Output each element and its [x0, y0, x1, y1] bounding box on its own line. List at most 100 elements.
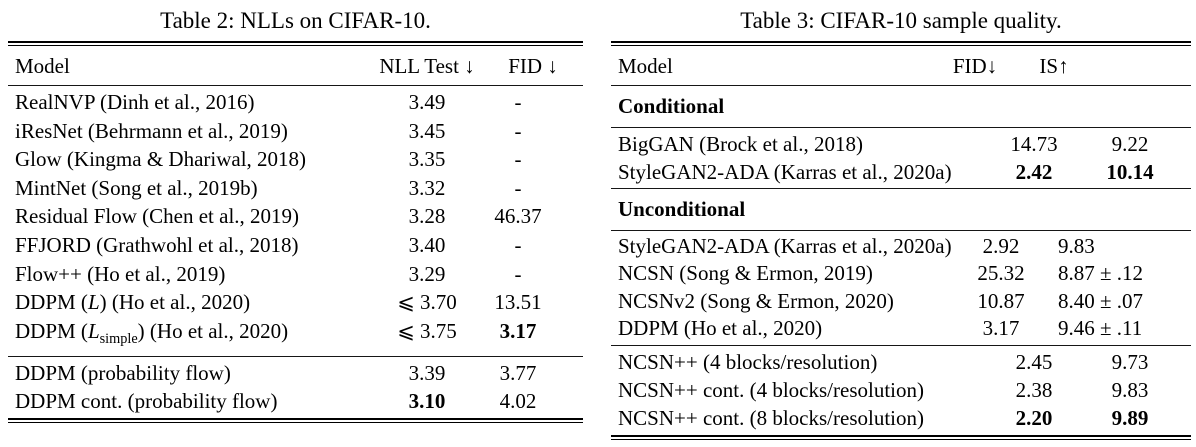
nll-cell: 3.35: [408, 147, 446, 172]
fid-cell: 13.51: [494, 290, 542, 315]
model-cell: NCSN++ cont. (4 blocks/resolution): [618, 378, 924, 403]
ncsnpp-group: NCSN++ (4 blocks/resolution) 2.45 9.73 N…: [611, 346, 1191, 435]
column-header-model: Model: [618, 54, 673, 78]
nll-cell: 3.32: [408, 175, 446, 200]
fid-cell: -: [514, 261, 522, 286]
nll-cell: 3.49: [408, 90, 446, 114]
math-subscript: simple: [99, 330, 138, 347]
model-cell: Flow++ (Ho et al., 2019): [15, 261, 226, 286]
spacer: [554, 145, 583, 174]
math-var-L: L: [87, 290, 100, 315]
table2-baselines-group: RealNVP (Dinh et al., 2016) 3.49 - iResN…: [8, 86, 583, 356]
nll-cell: 3.45: [408, 118, 446, 143]
table2-caption: Table 2: NLLs on CIFAR-10.: [160, 8, 431, 33]
spacer: [554, 88, 583, 117]
fid-cell: -: [514, 147, 522, 172]
section-label: Conditional: [618, 94, 725, 118]
model-cell: NCSN++ (4 blocks/resolution): [618, 349, 878, 374]
model-text: ) (Ho et al., 2020): [99, 290, 251, 315]
table-row: NCSNv2 (Song & Ermon, 2020) 10.87 8.40 ±…: [611, 288, 1191, 316]
model-cell: StyleGAN2-ADA (Karras et al., 2020a): [618, 159, 952, 184]
model-cell: DDPM (L) (Ho et al., 2020): [8, 288, 372, 317]
table3-section-rule: [611, 188, 1191, 189]
section-header-row: Conditional: [611, 93, 1191, 121]
conditional-group: BigGAN (Brock et al., 2018) 14.73 9.22 S…: [611, 128, 1191, 188]
fid-cell: 2.20: [1015, 406, 1053, 431]
table-row: NCSN++ cont. (8 blocks/resolution) 2.20 …: [611, 404, 1191, 432]
is-cell: 8.40 ± .07: [1058, 288, 1144, 313]
model-cell: Glow (Kingma & Dhariwal, 2018): [15, 147, 307, 172]
model-text: ) (Ho et al., 2020): [137, 318, 289, 343]
table-row: BigGAN (Brock et al., 2018) 14.73 9.22: [611, 130, 1191, 158]
nll-cell: 3.39: [408, 360, 446, 385]
fid-cell: -: [514, 118, 522, 143]
is-cell: 9.46 ± .11: [1058, 316, 1143, 341]
table3-header-rule: [611, 85, 1191, 86]
model-cell: StyleGAN2-ADA (Karras et al., 2020a): [618, 233, 952, 258]
model-cell: NCSN++ cont. (8 blocks/resolution): [618, 406, 924, 431]
column-header-fid: FID ↓: [508, 54, 558, 78]
table2-nll-cifar10: Table 2: NLLs on CIFAR-10. Model NLL Tes…: [8, 6, 583, 423]
model-cell: NCSNv2 (Song & Ermon, 2020): [618, 288, 894, 313]
table3-top-rule: [611, 41, 1191, 46]
is-cell: 9.89: [1111, 406, 1149, 431]
model-cell: NCSN (Song & Ermon, 2019): [618, 261, 873, 286]
fid-cell: 2.92: [982, 233, 1020, 258]
table2-header-rule: [8, 85, 583, 86]
fid-cell: 3.77: [499, 360, 537, 385]
table2-probability-flow-group: DDPM (probability flow) 3.39 3.77 DDPM c…: [8, 357, 583, 418]
fid-cell: 10.87: [977, 288, 1025, 313]
is-cell: 10.14: [1106, 159, 1154, 184]
spacer: [554, 117, 583, 146]
model-cell: DDPM (Lsimple) (Ho et al., 2020): [8, 317, 372, 354]
table3-section-rule: [611, 344, 1191, 346]
table3-caption: Table 3: CIFAR-10 sample quality.: [740, 8, 1062, 33]
table3-cifar10-sample-quality: Table 3: CIFAR-10 sample quality. Model …: [611, 6, 1191, 440]
table-row: DDPM (L) (Ho et al., 2020) ⩽ 3.70 13.51: [8, 288, 583, 317]
model-cell: MintNet (Song et al., 2019b): [15, 175, 258, 200]
table3-section-rule: [611, 126, 1191, 128]
model-cell: RealNVP (Dinh et al., 2016): [15, 90, 255, 114]
unconditional-group: StyleGAN2-ADA (Karras et al., 2020a) 2.9…: [611, 231, 1191, 345]
fid-cell: -: [514, 232, 522, 257]
spacer: [554, 260, 583, 289]
spacer: [554, 174, 583, 203]
model-text: DDPM (: [15, 318, 88, 343]
fid-cell: 3.17: [982, 316, 1020, 341]
section-header-row: Unconditional: [611, 196, 1191, 224]
table-row: StyleGAN2-ADA (Karras et al., 2020a) 2.4…: [611, 158, 1191, 186]
math-var-L: L: [87, 318, 100, 343]
model-cell: DDPM cont. (probability flow): [15, 389, 278, 414]
fid-cell: 2.42: [1015, 159, 1053, 184]
column-header-model: Model: [15, 54, 70, 78]
spacer: [1181, 348, 1191, 376]
spacer: [1179, 260, 1191, 288]
fid-cell: 14.73: [1010, 131, 1058, 156]
table2-top-rule: [8, 41, 583, 46]
fid-cell: 2.45: [1015, 349, 1053, 374]
model-cell: DDPM (probability flow): [15, 360, 231, 385]
table-row: Residual Flow (Chen et al., 2019) 3.28 4…: [8, 202, 583, 231]
column-header-nll-test: NLL Test ↓: [379, 54, 475, 78]
is-cell: 9.73: [1111, 349, 1149, 374]
table2-header-row: Model NLL Test ↓ FID ↓: [8, 46, 583, 85]
table-row: iResNet (Behrmann et al., 2019) 3.45 -: [8, 117, 583, 146]
spacer: [1181, 404, 1191, 432]
spacer: [554, 387, 583, 416]
table2-section-rule: [8, 355, 583, 357]
table-row: NCSN++ (4 blocks/resolution) 2.45 9.73: [611, 348, 1191, 376]
nll-cell: ⩽ 3.75: [397, 318, 457, 343]
table-row: Flow++ (Ho et al., 2019) 3.29 -: [8, 260, 583, 289]
spacer: [1179, 233, 1191, 261]
is-cell: 9.83: [1111, 378, 1149, 403]
fid-cell: -: [514, 175, 522, 200]
model-cell: FFJORD (Grathwohl et al., 2018): [15, 232, 299, 257]
is-cell: 8.87 ± .12: [1058, 261, 1144, 286]
fid-cell: 46.37: [494, 204, 542, 229]
spacer: [1179, 315, 1191, 343]
nll-cell: 3.10: [408, 389, 446, 414]
table2-bottom-rule: [8, 417, 583, 423]
table3-bottom-rule: [611, 434, 1191, 440]
nll-cell: 3.40: [408, 232, 446, 257]
model-cell: Residual Flow (Chen et al., 2019): [15, 204, 300, 229]
